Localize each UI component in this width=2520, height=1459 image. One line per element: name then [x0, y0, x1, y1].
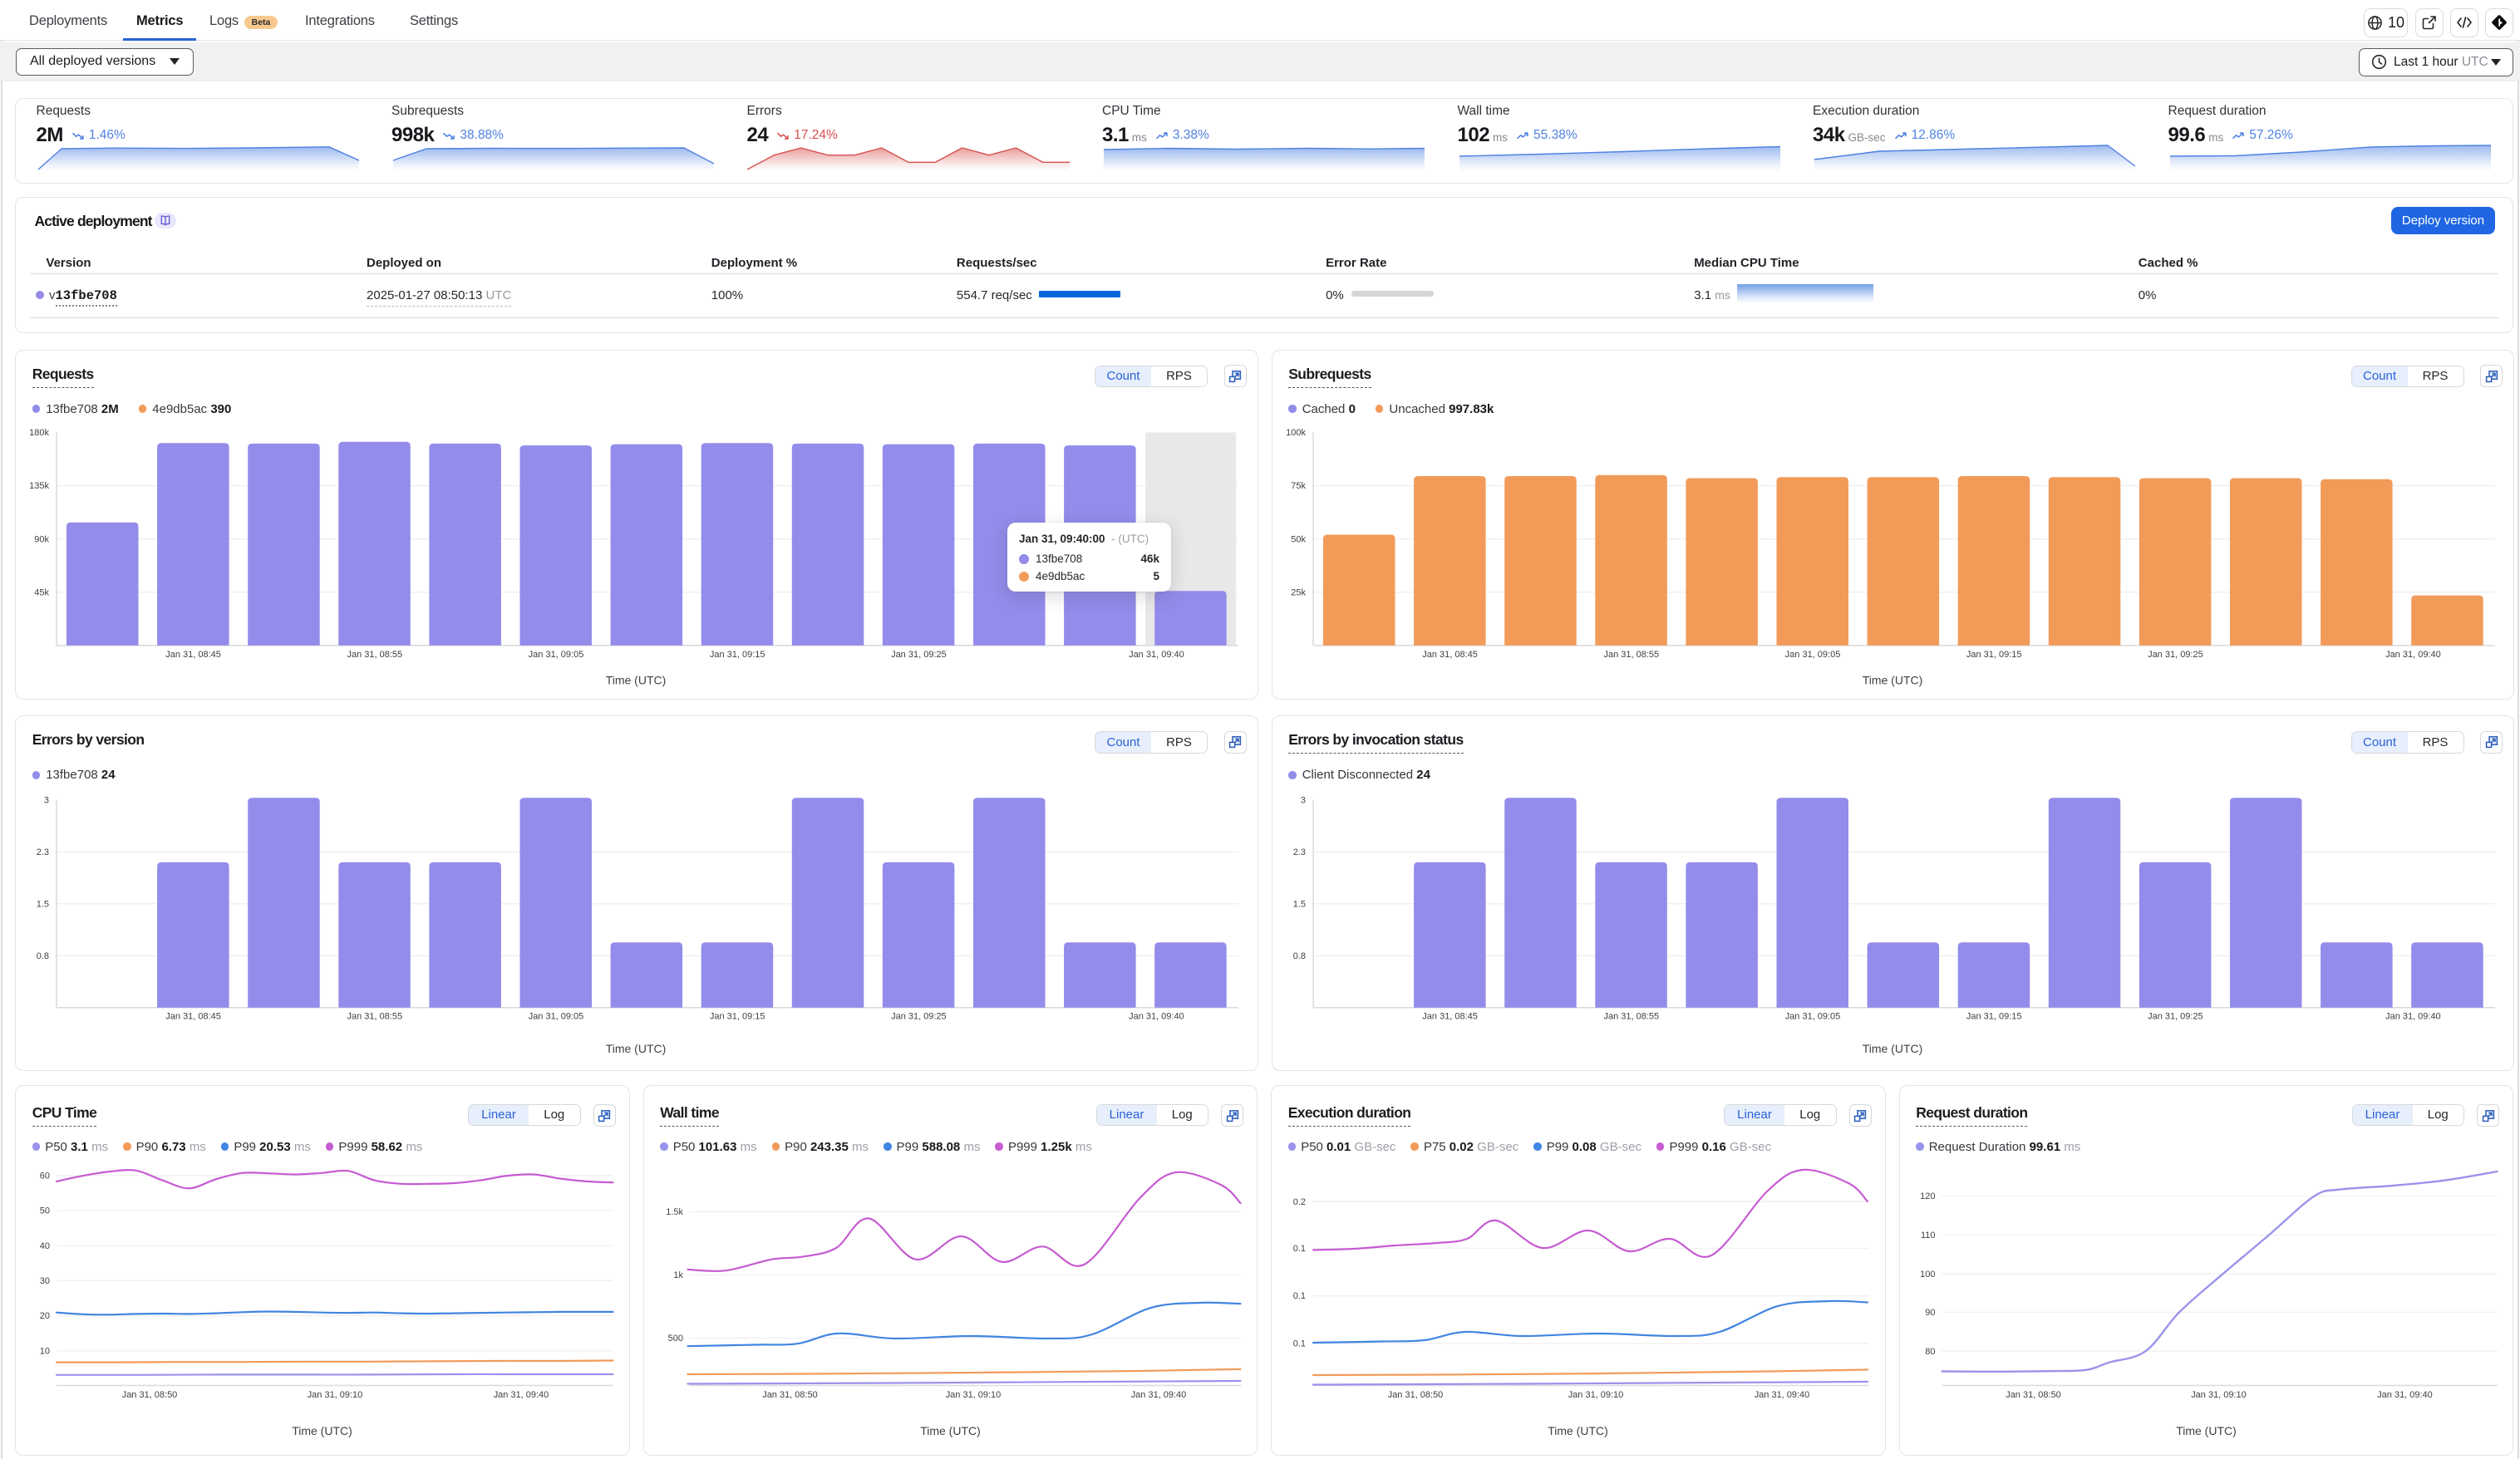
svg-text:Jan 31, 08:55: Jan 31, 08:55 [1603, 1012, 1659, 1022]
svg-text:Jan 31, 08:45: Jan 31, 08:45 [165, 1012, 221, 1022]
svg-text:Jan 31, 08:50: Jan 31, 08:50 [2006, 1390, 2061, 1400]
svg-text:Jan 31, 09:40: Jan 31, 09:40 [1129, 1012, 1184, 1022]
svg-text:Jan 31, 09:15: Jan 31, 09:15 [710, 1012, 765, 1022]
svg-text:Jan 31, 08:55: Jan 31, 08:55 [1603, 649, 1659, 659]
svg-text:Jan 31, 09:40: Jan 31, 09:40 [2385, 649, 2441, 659]
svg-text:Jan 31, 09:25: Jan 31, 09:25 [891, 649, 947, 659]
svg-text:Jan 31, 09:15: Jan 31, 09:15 [1966, 1012, 2021, 1022]
svg-text:180k: 180k [29, 428, 49, 438]
svg-text:Time (UTC): Time (UTC) [1862, 673, 1922, 686]
svg-text:25k: 25k [1291, 587, 1306, 597]
svg-text:1.5: 1.5 [1292, 900, 1305, 910]
svg-text:Jan 31, 09:25: Jan 31, 09:25 [2148, 1012, 2203, 1022]
svg-text:Time (UTC): Time (UTC) [606, 1042, 667, 1055]
svg-text:100k: 100k [1286, 428, 1306, 438]
svg-text:Jan 31, 09:40: Jan 31, 09:40 [2385, 1012, 2441, 1022]
svg-text:Jan 31, 09:25: Jan 31, 09:25 [891, 1012, 947, 1022]
svg-text:135k: 135k [29, 481, 49, 491]
svg-text:0.1: 0.1 [1293, 1244, 1306, 1254]
svg-text:Jan 31, 09:40: Jan 31, 09:40 [1129, 649, 1184, 659]
svg-text:Jan 31, 08:50: Jan 31, 08:50 [762, 1390, 818, 1400]
svg-text:1.5k: 1.5k [666, 1207, 683, 1217]
svg-text:Time (UTC): Time (UTC) [292, 1424, 352, 1437]
svg-text:Jan 31, 09:10: Jan 31, 09:10 [2191, 1390, 2247, 1400]
svg-text:50k: 50k [1291, 534, 1306, 544]
svg-text:Jan 31, 09:05: Jan 31, 09:05 [1784, 1012, 1840, 1022]
svg-text:Jan 31, 09:40: Jan 31, 09:40 [1130, 1390, 1186, 1400]
svg-text:500: 500 [667, 1334, 682, 1344]
svg-text:30: 30 [40, 1276, 50, 1286]
svg-text:60: 60 [40, 1171, 50, 1181]
svg-text:1k: 1k [673, 1270, 683, 1280]
svg-text:1.5: 1.5 [37, 900, 49, 910]
svg-text:0.1: 0.1 [1293, 1291, 1306, 1301]
svg-text:Jan 31, 09:10: Jan 31, 09:10 [945, 1390, 1001, 1400]
svg-text:90k: 90k [34, 534, 49, 544]
svg-text:Jan 31, 09:15: Jan 31, 09:15 [710, 649, 765, 659]
svg-text:Jan 31, 09:25: Jan 31, 09:25 [2148, 649, 2203, 659]
svg-text:Jan 31, 08:55: Jan 31, 08:55 [347, 649, 402, 659]
svg-text:Jan 31, 09:05: Jan 31, 09:05 [1784, 649, 1840, 659]
svg-text:3: 3 [1300, 796, 1305, 806]
svg-text:Jan 31, 09:10: Jan 31, 09:10 [308, 1390, 363, 1400]
svg-text:0.8: 0.8 [37, 951, 49, 961]
svg-text:120: 120 [1920, 1191, 1935, 1201]
svg-text:2.3: 2.3 [1292, 847, 1305, 857]
svg-text:75k: 75k [1291, 481, 1306, 491]
svg-text:50: 50 [40, 1206, 50, 1216]
svg-text:0.1: 0.1 [1293, 1339, 1306, 1348]
svg-text:Time (UTC): Time (UTC) [1862, 1042, 1922, 1055]
svg-text:Jan 31, 09:40: Jan 31, 09:40 [494, 1390, 549, 1400]
svg-text:10: 10 [40, 1346, 50, 1356]
svg-text:Jan 31, 08:50: Jan 31, 08:50 [1388, 1390, 1444, 1400]
svg-text:Jan 31, 08:45: Jan 31, 08:45 [165, 649, 221, 659]
svg-text:45k: 45k [34, 587, 49, 597]
svg-text:Jan 31, 09:05: Jan 31, 09:05 [529, 649, 584, 659]
svg-text:0.8: 0.8 [1292, 951, 1305, 961]
svg-text:Jan 31, 09:40: Jan 31, 09:40 [1755, 1390, 1810, 1400]
svg-text:20: 20 [40, 1311, 50, 1321]
svg-text:Jan 31, 08:55: Jan 31, 08:55 [347, 1012, 403, 1022]
svg-text:Jan 31, 09:15: Jan 31, 09:15 [1966, 649, 2021, 659]
svg-text:Jan 31, 09:10: Jan 31, 09:10 [1568, 1390, 1624, 1400]
svg-text:2.3: 2.3 [37, 847, 49, 857]
svg-text:Jan 31, 08:50: Jan 31, 08:50 [122, 1390, 178, 1400]
svg-text:Time (UTC): Time (UTC) [920, 1424, 981, 1437]
svg-text:Time (UTC): Time (UTC) [606, 673, 667, 686]
svg-text:Time (UTC): Time (UTC) [1548, 1424, 1608, 1437]
svg-text:Jan 31, 09:40: Jan 31, 09:40 [2377, 1390, 2433, 1400]
svg-text:Jan 31, 08:45: Jan 31, 08:45 [1422, 1012, 1478, 1022]
svg-text:0.2: 0.2 [1293, 1196, 1306, 1206]
svg-text:Jan 31, 08:45: Jan 31, 08:45 [1422, 649, 1478, 659]
svg-text:90: 90 [1925, 1308, 1935, 1318]
svg-text:Time (UTC): Time (UTC) [2176, 1424, 2237, 1437]
svg-text:Jan 31, 09:05: Jan 31, 09:05 [529, 1012, 584, 1022]
svg-text:3: 3 [44, 796, 49, 806]
svg-text:100: 100 [1920, 1269, 1935, 1279]
svg-text:110: 110 [1920, 1231, 1935, 1240]
svg-text:40: 40 [40, 1240, 50, 1250]
svg-text:80: 80 [1925, 1346, 1935, 1356]
